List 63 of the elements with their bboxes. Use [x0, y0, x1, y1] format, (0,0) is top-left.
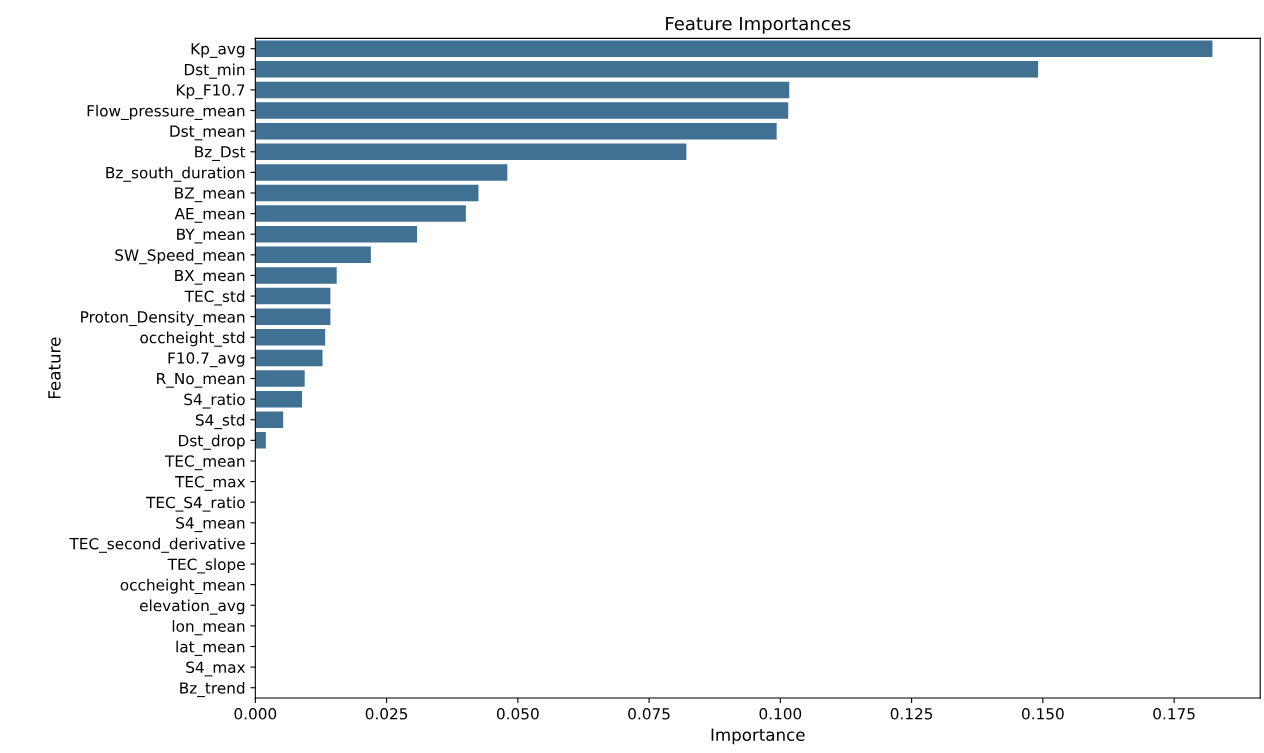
x-tick-label: 0.000 — [234, 708, 277, 720]
y-tick-label: F10.7_avg — [168, 352, 245, 368]
y-tick-label: TEC_max — [174, 475, 246, 491]
y-tick-label: Bz_south_duration — [106, 166, 245, 182]
y-tick-label: occheight_std — [140, 331, 245, 347]
bar — [255, 267, 337, 284]
x-axis-title: Importance — [711, 728, 805, 745]
y-tick-label: BZ_mean — [175, 187, 245, 203]
y-tick-label: TEC_std — [184, 290, 245, 306]
y-tick-label: occheight_mean — [120, 578, 245, 595]
y-tick-label: Kp_F10.7 — [176, 84, 245, 100]
x-tick-label: 0.125 — [890, 708, 933, 720]
x-tick-label: 0.175 — [1153, 708, 1195, 720]
bar — [255, 308, 331, 325]
y-tick-label: R_No_mean — [157, 372, 245, 388]
y-tick-label: lon_mean — [172, 620, 245, 636]
y-tick-label: TEC_slope — [167, 558, 245, 574]
x-tick-label: 0.075 — [628, 708, 670, 720]
chart-title: Feature Importances — [666, 16, 851, 34]
bar — [255, 164, 508, 181]
bar — [255, 349, 323, 367]
y-tick-label: S4_std — [195, 413, 245, 430]
y-tick-label: SW_Speed_mean — [115, 249, 245, 265]
bar — [255, 81, 790, 99]
y-tick-label: Dst_min — [184, 63, 245, 79]
bar — [255, 246, 371, 264]
y-tick-label: S4_mean — [176, 517, 245, 533]
bar — [255, 329, 326, 346]
bar — [255, 205, 466, 222]
x-tick-label: 0.050 — [496, 708, 539, 720]
y-tick-label: Dst_mean — [170, 125, 245, 141]
y-tick-label: TEC_mean — [164, 455, 245, 471]
bar — [255, 390, 303, 408]
x-tick-label: 0.150 — [1021, 708, 1064, 720]
bar — [255, 287, 331, 305]
y-tick-label: BY_mean — [177, 228, 245, 244]
bar — [255, 40, 1213, 57]
y-tick-label: Bz_Dst — [195, 146, 246, 161]
y-tick-label: Flow_pressure_mean — [87, 104, 245, 120]
y-tick-label: BX_mean — [175, 269, 245, 285]
bar — [255, 432, 266, 449]
y-axis-title: Feature — [48, 337, 61, 399]
bar — [255, 61, 1039, 78]
y-tick-label: S4_ratio — [184, 393, 245, 409]
y-tick-label: elevation_avg — [139, 599, 245, 615]
y-tick-label: Kp_avg — [191, 43, 245, 58]
bar — [255, 102, 789, 119]
bar — [255, 143, 687, 161]
y-tick-label: Proton_Density_mean — [81, 310, 245, 327]
y-tick-label: TEC_S4_ratio — [145, 496, 245, 512]
y-tick-label: S4_max — [186, 661, 246, 677]
x-tick-label: 0.100 — [759, 708, 802, 720]
y-tick-label: lat_mean — [176, 640, 245, 656]
x-tick-label: 0.025 — [365, 708, 408, 720]
bar — [255, 411, 284, 428]
bar — [255, 225, 418, 243]
y-tick-label: Dst_drop — [179, 434, 245, 450]
y-tick-label: TEC_second_derivative — [69, 537, 245, 553]
bar — [255, 370, 305, 387]
bar — [255, 184, 479, 202]
y-tick-label: AE_mean — [174, 208, 245, 223]
y-tick-label: Bz_trend — [180, 681, 245, 698]
bar — [255, 122, 777, 140]
